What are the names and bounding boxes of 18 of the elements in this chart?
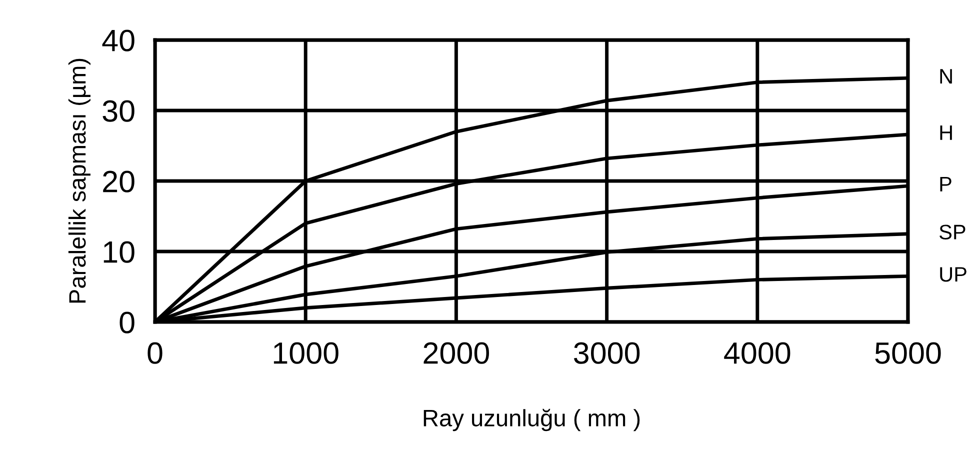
series-label: UP [940,267,966,282]
x-tick-label: 4000 [724,342,790,364]
y-tick-label: 20 [103,170,134,192]
x-tick-label: 5000 [875,342,941,364]
series-label: P [940,176,952,192]
x-tick-label: 2000 [424,342,489,364]
y-tick-label: 10 [104,241,134,263]
series-label: H [940,126,952,140]
y-axis-title: Paralellik sapması (µm) [68,58,90,303]
series-label: N [940,69,952,84]
y-tick-label: 0 [120,312,134,334]
x-tick-label: 3000 [574,342,640,364]
y-tick-label: 40 [102,30,134,52]
x-axis-title: Ray uzunluğu ( mm ) [424,408,640,432]
x-tick-label: 1000 [274,342,338,364]
series-label: SP [940,224,966,240]
y-tick-label: 30 [102,100,134,122]
x-tick-label: 0 [148,342,162,364]
